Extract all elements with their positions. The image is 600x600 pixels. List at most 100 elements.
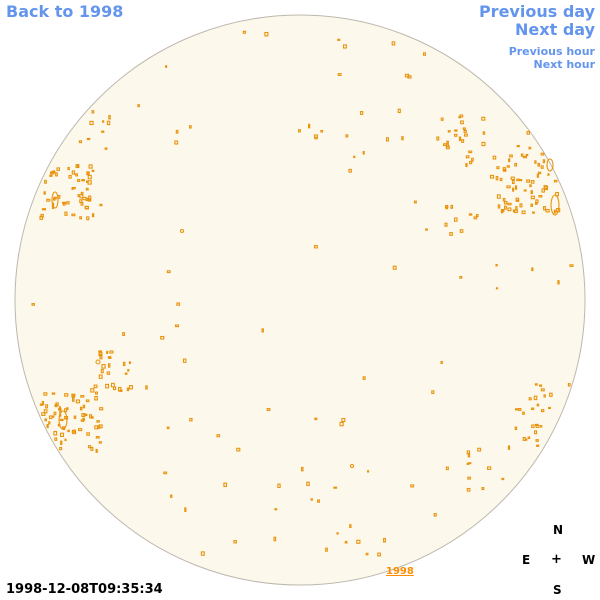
contour-speck — [508, 158, 511, 163]
contour-speck — [79, 406, 83, 411]
previous-day-link[interactable]: Previous day — [478, 2, 595, 21]
contour-speck — [184, 507, 187, 512]
previous-hour-link[interactable]: Previous hour — [508, 45, 595, 58]
contour-speck — [496, 166, 500, 170]
contour-speck — [540, 388, 545, 392]
contour-speck — [514, 185, 518, 190]
contour-speck — [122, 332, 125, 337]
contour-speck — [101, 364, 106, 369]
contour-speck — [440, 361, 443, 364]
contour-speck — [333, 486, 338, 489]
contour-speck — [557, 280, 560, 285]
contour-speck — [175, 129, 179, 134]
contour-speck — [176, 302, 181, 306]
contour-speck — [531, 407, 535, 411]
contour-speck — [43, 191, 46, 195]
contour-speck — [459, 114, 464, 118]
disk-year-link[interactable]: 1998 — [386, 566, 414, 577]
contour-speck — [182, 358, 187, 363]
contour-speck — [317, 499, 320, 503]
contour-speck — [108, 356, 112, 359]
contour-speck — [507, 445, 511, 450]
contour-speck — [57, 408, 62, 411]
contour-speck — [536, 173, 540, 178]
contour-speck — [274, 508, 278, 511]
contour-speck — [463, 129, 467, 133]
contour-speck — [533, 395, 538, 401]
contour-speck — [495, 263, 498, 267]
contour-speck — [277, 483, 281, 489]
contour-speck — [77, 179, 81, 182]
contour-speck — [514, 162, 518, 167]
contour-speck — [137, 104, 140, 108]
next-day-link[interactable]: Next day — [515, 20, 595, 39]
contour-speck — [433, 513, 437, 517]
contour-speck — [353, 155, 356, 159]
contour-speck — [82, 404, 86, 409]
contour-speck — [535, 439, 539, 442]
contour-speck — [337, 73, 342, 76]
contour-speck — [71, 213, 76, 217]
contour-speck — [454, 129, 458, 132]
contour-speck — [72, 186, 76, 190]
next-hour-link[interactable]: Next hour — [533, 58, 596, 71]
contour-speck — [43, 409, 48, 414]
contour-speck — [43, 392, 48, 396]
contour-speck — [536, 403, 540, 407]
contour-speck — [93, 384, 98, 389]
contour-speck — [465, 163, 468, 168]
contour-speck — [110, 382, 115, 388]
contour-speck — [512, 209, 516, 213]
contour-speck — [515, 197, 520, 202]
contour-speck — [46, 198, 51, 202]
contour-speck — [569, 264, 574, 267]
contour-speck — [447, 130, 451, 133]
contour-speck — [56, 167, 61, 171]
contour-speck — [337, 38, 341, 41]
contour-speck — [95, 436, 100, 439]
contour-speck — [77, 194, 81, 197]
contour-speck — [104, 147, 108, 150]
contour-speck — [541, 188, 545, 193]
contour-speck — [81, 413, 86, 418]
contour-speck — [83, 413, 88, 416]
contour-speck — [507, 202, 512, 206]
contour-speck — [44, 418, 48, 422]
contour-speck — [519, 178, 523, 182]
contour-speck — [344, 540, 348, 544]
observation-timestamp: 1998-12-08T09:35:34 — [6, 582, 163, 597]
contour-speck — [86, 171, 90, 176]
contour-speck — [540, 165, 544, 169]
contour-speck — [540, 409, 545, 413]
back-to-year-link[interactable]: Back to 1998 — [6, 2, 124, 21]
contour-speck — [507, 207, 512, 212]
contour-speck — [523, 189, 527, 192]
contour-speck — [100, 368, 104, 374]
contour-speck — [540, 425, 543, 428]
contour-ring — [58, 410, 68, 430]
contour-speck — [567, 383, 571, 387]
contour-speck — [98, 374, 103, 379]
solar-disk-outline — [14, 14, 586, 586]
compass-south: S — [553, 583, 562, 597]
contour-speck — [126, 387, 130, 392]
contour-speck — [530, 190, 533, 194]
contour-speck — [53, 430, 58, 436]
contour-speck — [127, 369, 130, 372]
contour-speck — [471, 157, 474, 162]
contour-speck — [481, 116, 486, 121]
contour-speck — [469, 160, 473, 165]
contour-speck — [515, 206, 518, 211]
contour-speck — [461, 139, 465, 143]
contour-speck — [466, 462, 470, 465]
contour-speck — [86, 432, 90, 436]
contour-speck — [310, 498, 313, 501]
contour-speck — [78, 428, 83, 432]
contour-speck — [538, 195, 543, 198]
contour-speck — [39, 215, 44, 220]
contour-speck — [383, 537, 386, 543]
contour-speck — [460, 120, 464, 125]
contour-speck — [543, 394, 546, 398]
contour-speck — [548, 406, 551, 410]
contour-speck — [534, 160, 537, 164]
